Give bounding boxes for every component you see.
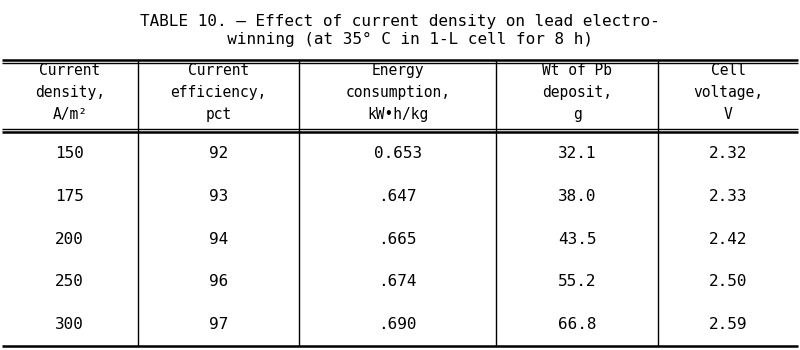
Text: efficiency,: efficiency, <box>170 85 266 100</box>
Text: deposit,: deposit, <box>542 85 612 100</box>
Text: 200: 200 <box>55 231 84 246</box>
Text: 250: 250 <box>55 274 84 289</box>
Text: consumption,: consumption, <box>346 85 450 100</box>
Text: 0.653: 0.653 <box>374 146 422 161</box>
Text: .690: .690 <box>378 317 417 332</box>
Text: 2.42: 2.42 <box>709 231 747 246</box>
Text: .665: .665 <box>378 231 417 246</box>
Text: A/m²: A/m² <box>52 107 87 122</box>
Text: 66.8: 66.8 <box>558 317 596 332</box>
Text: 2.33: 2.33 <box>709 189 747 204</box>
Text: 175: 175 <box>55 189 84 204</box>
Text: 92: 92 <box>209 146 228 161</box>
Text: 2.32: 2.32 <box>709 146 747 161</box>
Text: 43.5: 43.5 <box>558 231 596 246</box>
Text: 2.59: 2.59 <box>709 317 747 332</box>
Text: Wt of Pb: Wt of Pb <box>542 63 612 78</box>
Text: .674: .674 <box>378 274 417 289</box>
Text: 150: 150 <box>55 146 84 161</box>
Text: 32.1: 32.1 <box>558 146 596 161</box>
Text: Current: Current <box>188 63 249 78</box>
Text: density,: density, <box>34 85 105 100</box>
Text: voltage,: voltage, <box>693 85 763 100</box>
Text: 96: 96 <box>209 274 228 289</box>
Text: winning (at 35° C in 1-L cell for 8 h): winning (at 35° C in 1-L cell for 8 h) <box>207 32 593 47</box>
Text: 2.50: 2.50 <box>709 274 747 289</box>
Text: g: g <box>573 107 582 122</box>
Text: 94: 94 <box>209 231 228 246</box>
Text: V: V <box>724 107 732 122</box>
Text: kW•h/kg: kW•h/kg <box>367 107 429 122</box>
Text: pct: pct <box>206 107 232 122</box>
Text: TABLE 10. – Effect of current density on lead electro-: TABLE 10. – Effect of current density on… <box>140 14 660 29</box>
Text: 38.0: 38.0 <box>558 189 596 204</box>
Text: 97: 97 <box>209 317 228 332</box>
Text: Cell: Cell <box>710 63 746 78</box>
Text: 300: 300 <box>55 317 84 332</box>
Text: Current: Current <box>39 63 101 78</box>
Text: 93: 93 <box>209 189 228 204</box>
Text: Energy: Energy <box>371 63 424 78</box>
Text: .647: .647 <box>378 189 417 204</box>
Text: 55.2: 55.2 <box>558 274 596 289</box>
